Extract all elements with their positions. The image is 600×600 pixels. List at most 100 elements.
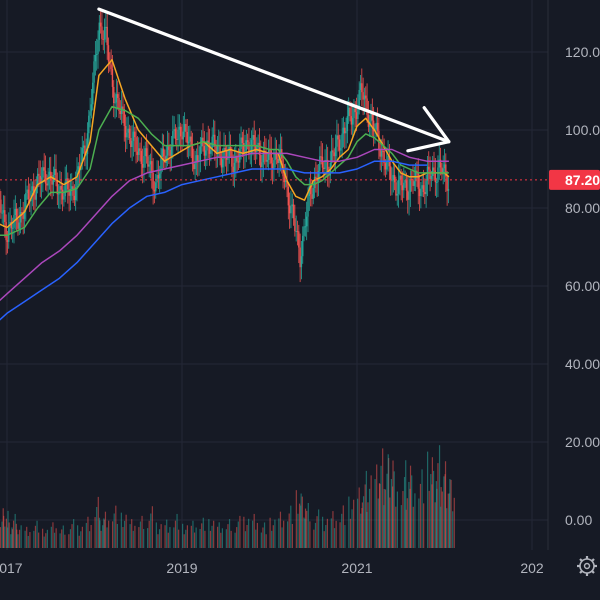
volume-bar xyxy=(318,509,320,548)
candle-body xyxy=(17,219,19,229)
candle-body xyxy=(124,126,127,138)
volume-bar xyxy=(46,529,48,548)
candle-body xyxy=(418,188,421,197)
candle-body xyxy=(371,113,374,121)
candle-body xyxy=(248,141,250,154)
candle-body xyxy=(14,208,17,216)
volume-bar xyxy=(97,496,99,548)
volume-bar xyxy=(419,483,422,548)
volume-bar xyxy=(348,496,350,548)
candle-body xyxy=(197,155,199,161)
candle-body xyxy=(174,129,177,139)
settings-gear-icon[interactable] xyxy=(577,556,597,576)
price-tick-label: 20.00 xyxy=(565,434,600,450)
candle-body xyxy=(323,167,325,169)
candle-body xyxy=(409,179,412,192)
time-tick-label: 2017 xyxy=(0,560,23,576)
candle-body xyxy=(240,137,242,150)
volume-bar xyxy=(33,530,35,548)
candle-body xyxy=(88,115,90,134)
candle-body xyxy=(266,159,269,162)
candle-body xyxy=(425,180,427,195)
volume-bar xyxy=(400,505,402,548)
candle-body xyxy=(136,151,139,155)
volume-bar xyxy=(123,520,126,548)
volume-bar xyxy=(453,497,455,548)
candle-body xyxy=(359,83,362,90)
volume-bar xyxy=(148,520,150,548)
volume-bar xyxy=(263,522,266,548)
volume-bar xyxy=(182,523,184,548)
volume-bar xyxy=(396,491,398,548)
volume-bar xyxy=(412,506,414,548)
volume-bar xyxy=(236,527,238,548)
candle-body xyxy=(123,108,125,127)
trendline[interactable] xyxy=(97,7,451,144)
volume-bar xyxy=(450,479,452,548)
volume-bar xyxy=(132,530,134,548)
volume-bar xyxy=(147,528,149,548)
candle-body xyxy=(21,212,23,214)
candle-body xyxy=(135,137,137,152)
candle-body xyxy=(156,175,158,183)
candle-body xyxy=(274,152,276,161)
price-axis-panel[interactable] xyxy=(548,0,600,550)
volume-bar xyxy=(106,527,108,548)
volume-bar xyxy=(406,498,408,548)
candle-body xyxy=(220,157,223,168)
candle-body xyxy=(275,152,278,159)
volume-bar xyxy=(405,460,407,548)
candle-body xyxy=(69,189,72,196)
candle-body xyxy=(242,143,245,154)
volume-bar xyxy=(96,506,98,548)
candle-body xyxy=(422,185,425,193)
candle-body xyxy=(442,168,444,175)
volume-bar xyxy=(12,520,15,548)
candle-body xyxy=(35,187,38,200)
candle-body xyxy=(284,179,287,183)
candle-body xyxy=(355,112,358,120)
trendline-arrowhead xyxy=(406,106,451,153)
volume-bar xyxy=(199,528,201,548)
volume-bar xyxy=(64,534,66,548)
candle-body xyxy=(71,186,73,190)
volume-bar xyxy=(435,481,437,548)
candle-body xyxy=(82,145,85,148)
candle-body xyxy=(179,126,182,137)
volume-bar xyxy=(122,527,124,548)
candle-body xyxy=(435,181,438,183)
candle-body xyxy=(76,169,78,188)
candle-body xyxy=(273,160,275,170)
volume-bar xyxy=(378,483,381,548)
volume-bar xyxy=(227,524,229,548)
candle-body xyxy=(232,166,234,172)
time-tick-label: 2021 xyxy=(341,560,372,576)
candle-body xyxy=(386,161,388,170)
volume-bar xyxy=(304,518,306,548)
volume-bar xyxy=(431,484,433,548)
volume-bar xyxy=(437,463,439,548)
candle-body xyxy=(246,140,249,142)
candle-body xyxy=(204,150,207,156)
volume-bar xyxy=(364,484,366,548)
volume-bar xyxy=(27,535,29,548)
candle-body xyxy=(10,222,13,229)
volume-bar xyxy=(333,528,336,548)
candle-body xyxy=(225,150,228,160)
volume-bar xyxy=(139,521,142,548)
volume-bar xyxy=(392,486,394,548)
trendline-drawing[interactable] xyxy=(97,7,451,153)
volume-bar xyxy=(24,530,26,548)
candle-body xyxy=(181,136,183,140)
candle-body xyxy=(26,189,28,194)
volume-bar xyxy=(383,505,385,548)
candle-body xyxy=(361,83,363,93)
volume-bar xyxy=(342,505,344,548)
candle-body xyxy=(120,106,123,115)
volume-bar xyxy=(368,488,371,548)
volume-bar xyxy=(85,522,87,548)
volume-bar xyxy=(279,511,282,548)
candle-body xyxy=(93,61,95,83)
volume-bar xyxy=(166,519,168,548)
